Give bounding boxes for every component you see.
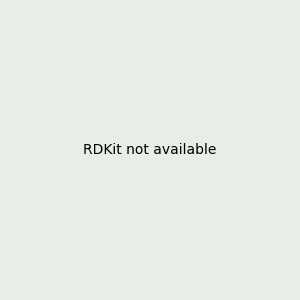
Text: RDKit not available: RDKit not available — [83, 143, 217, 157]
